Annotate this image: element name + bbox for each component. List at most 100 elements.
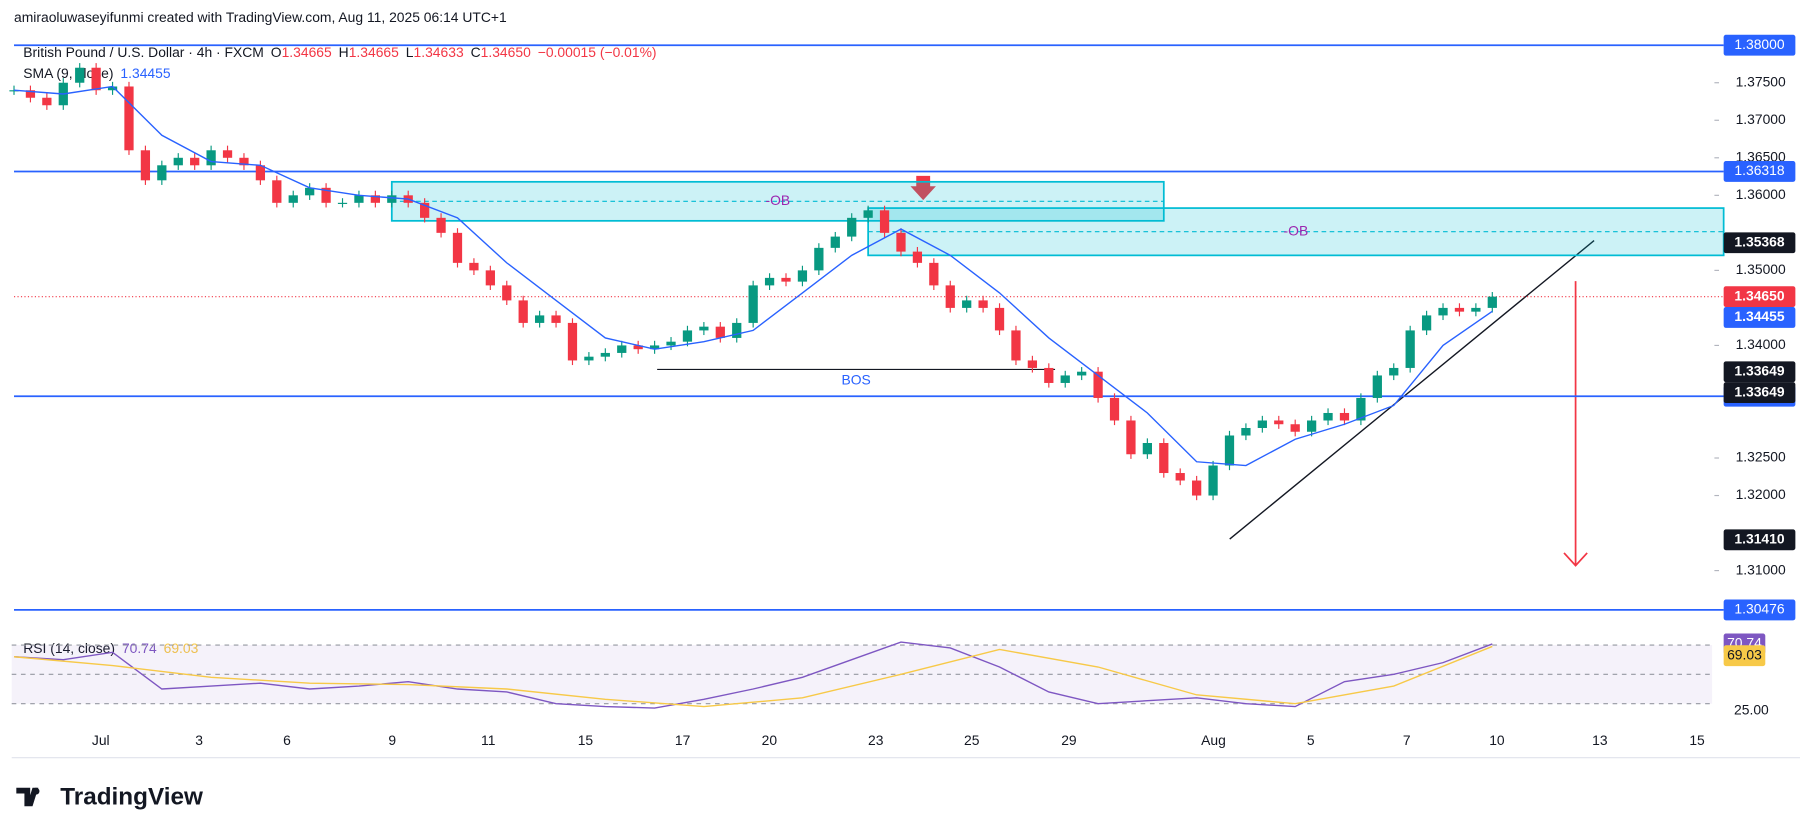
candle-body [879, 210, 890, 233]
candle-body [206, 150, 216, 166]
candle-body [764, 277, 775, 286]
candle-body [649, 345, 660, 350]
trend-line [1229, 240, 1595, 540]
logo-text: TradingView [60, 784, 203, 811]
candle-body [420, 202, 430, 218]
y-tick-label: 1.36500 [1736, 148, 1786, 164]
price-tag-label: 1.33649 [1734, 383, 1784, 399]
candle-body [288, 195, 298, 203]
candle-body [1372, 375, 1382, 398]
candle-body [1339, 412, 1350, 421]
candle-body [534, 315, 545, 323]
candle-body [715, 326, 725, 338]
candle-body [1356, 397, 1366, 421]
candle-body [929, 262, 939, 286]
logo-dot [32, 787, 40, 795]
x-tick-label: 9 [388, 732, 396, 748]
candle-body [1389, 367, 1399, 376]
candle-body [140, 150, 151, 181]
logo [16, 787, 40, 807]
price-tag [1723, 382, 1796, 404]
ohlc-key: L [406, 44, 414, 60]
candle-body [239, 157, 249, 166]
candle-body [305, 187, 315, 196]
candle-body [124, 86, 134, 151]
x-tick-label: 23 [868, 732, 884, 748]
candle-body [1192, 480, 1202, 496]
candle-body [748, 285, 758, 323]
price-tag [1723, 307, 1796, 328]
legend-sma: SMA (9, close) 1.34455 [23, 65, 171, 81]
candle-body [337, 202, 348, 204]
candle-body [1044, 367, 1054, 383]
price-tag-label: 1.34650 [1734, 287, 1784, 303]
y-tick-label: 1.36000 [1736, 186, 1786, 202]
candle-body [1208, 465, 1218, 496]
candle-body [91, 67, 101, 91]
credit: amiraoluwaseyifunmi created with Trading… [14, 9, 507, 25]
candle-body [42, 97, 52, 106]
candle-body [1471, 307, 1481, 312]
candle-body [1438, 307, 1448, 316]
candle-body [469, 262, 479, 271]
price-tag-label: 1.34455 [1734, 308, 1784, 324]
candle-body [485, 270, 495, 286]
level-tag [1723, 34, 1796, 56]
candle-body [1060, 375, 1070, 383]
sma-value: 1.34455 [120, 65, 170, 81]
ohlc-key: H [339, 44, 349, 60]
candle-body [682, 330, 693, 342]
level-tag-label: 1.38000 [1734, 36, 1784, 52]
x-tick-label: Jul [92, 732, 110, 748]
price-tag-label: 1.35368 [1734, 233, 1784, 249]
x-tick-label: 3 [195, 732, 203, 748]
candle-body [814, 247, 824, 271]
x-tick-label: 20 [762, 732, 778, 748]
candle-body [1159, 442, 1169, 474]
x-tick-label: 15 [578, 732, 594, 748]
candle-body [1454, 307, 1465, 312]
candle-body [962, 300, 972, 308]
legend-rsi: RSI (14, close) 70.74 69.03 [23, 640, 198, 656]
candle-body [666, 341, 676, 346]
rsi-tag-label: 69.03 [1727, 646, 1762, 662]
candle-body [1274, 420, 1284, 425]
x-tick-label: 5 [1307, 732, 1315, 748]
x-tick-label: 10 [1489, 732, 1505, 748]
candle-body [896, 232, 906, 252]
candle-body [157, 165, 167, 181]
candle-body [781, 277, 791, 282]
price-tag [1723, 286, 1796, 308]
candle-body [1077, 371, 1087, 376]
level-tag [1723, 599, 1796, 621]
y-tick-label: 1.32000 [1736, 486, 1786, 502]
candle-body [1126, 420, 1136, 455]
y-tick-label: 1.37500 [1736, 73, 1786, 89]
level-tag [1723, 161, 1796, 182]
price-tag-label: 1.33649 [1734, 362, 1784, 378]
rsi-sma-line [13, 645, 1493, 708]
candle-body [1093, 371, 1103, 398]
candle-body [321, 187, 331, 203]
x-tick-label: 7 [1403, 732, 1411, 748]
x-tick-label: 6 [283, 732, 291, 748]
candle-body [978, 300, 988, 308]
candle-body [25, 90, 36, 98]
candle-body [1241, 427, 1251, 436]
candle-body [1306, 420, 1317, 432]
candle-body [354, 195, 364, 203]
candle-body [945, 285, 955, 308]
x-tick-label: Aug [1201, 732, 1226, 748]
candle-body [617, 345, 627, 353]
x-tick-label: 17 [675, 732, 691, 748]
candle-body [912, 251, 923, 263]
candle-body [272, 180, 282, 203]
candle-body [387, 195, 397, 203]
rsi-label: RSI (14, close) [23, 640, 115, 656]
price-tag [1723, 361, 1796, 383]
x-tick-label: 15 [1689, 732, 1705, 748]
legend-main: British Pound / U.S. Dollar · 4h · FXCM O… [23, 44, 656, 60]
candle-body [567, 322, 578, 361]
